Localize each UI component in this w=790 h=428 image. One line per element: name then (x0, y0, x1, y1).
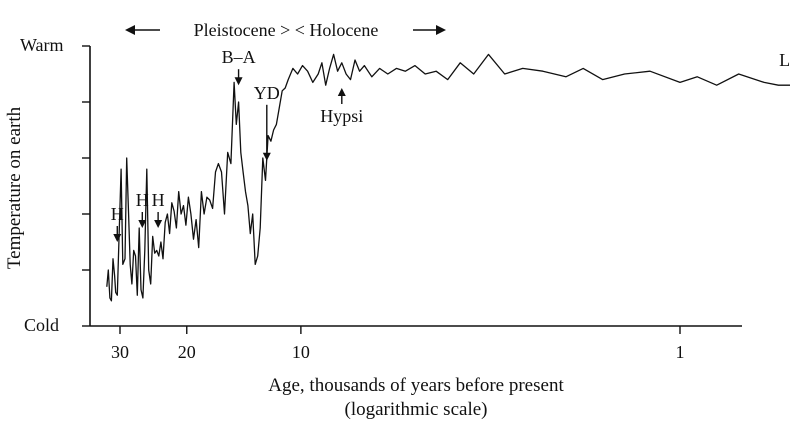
period-banner: Pleistocene > < Holocene (125, 20, 446, 40)
annotation-label: YD (254, 83, 280, 103)
annotation-arrow-head (113, 234, 122, 242)
annotation-ba-3: B–A (222, 47, 256, 86)
temperature-series-line (106, 53, 790, 302)
period-banner-label: Pleistocene > < Holocene (194, 20, 379, 40)
annotation-yd-4: YD (254, 83, 280, 161)
annotation-h-0: H (111, 204, 124, 242)
y-axis-title: Temperature on earth (4, 106, 25, 269)
annotation-h-1: H (136, 190, 149, 228)
y-top-label: Warm (20, 35, 64, 55)
x-tick-label-0: 30 (111, 342, 129, 362)
x-tick-label-3: 1 (676, 342, 685, 362)
y-bottom-label: Cold (24, 315, 59, 335)
annotation-label: H (136, 190, 149, 210)
annotation-label: H (111, 204, 124, 224)
annotation-label: H (152, 190, 165, 210)
annotation-lia-6: LIA (779, 50, 790, 70)
x-axis-title: Age, thousands of years before present (268, 375, 564, 396)
annotation-label: Hypsi (320, 106, 363, 126)
annotation-hypsi-5: Hypsi (320, 88, 363, 126)
annotation-arrow-head (337, 88, 346, 96)
annotation-arrow-head (138, 220, 147, 228)
pleistocene-arrow-head (125, 25, 135, 35)
annotation-h-2: H (152, 190, 165, 228)
x-tick-label-2: 10 (292, 342, 310, 362)
x-axis-scale-note: (logarithmic scale) (345, 399, 488, 420)
annotation-arrow-head (262, 152, 271, 161)
x-axis-ticks: 3020101Now (111, 326, 685, 362)
y-axis-ticks (82, 45, 90, 327)
annotation-arrow-head (154, 220, 163, 228)
x-tick-label-1: 20 (178, 342, 196, 362)
annotation-label: B–A (222, 47, 256, 67)
annotation-label: LIA (779, 50, 790, 70)
annotation-arrow-head (234, 77, 243, 86)
holocene-arrow-head (436, 25, 446, 35)
